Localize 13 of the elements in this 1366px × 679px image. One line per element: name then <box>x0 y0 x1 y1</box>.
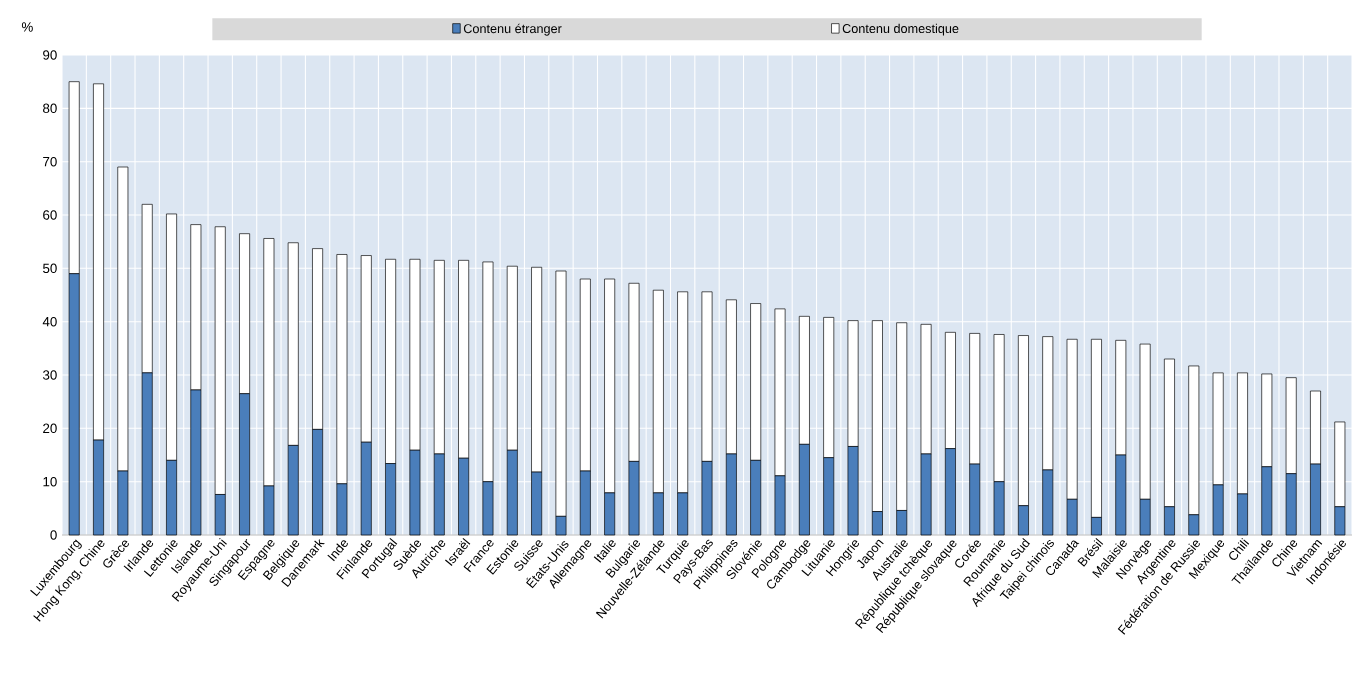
y-tick-label: 0 <box>50 530 57 540</box>
y-tick-label: 10 <box>43 476 57 487</box>
y-tick-label: 60 <box>43 210 57 220</box>
legend-label: Contenu domestique <box>842 23 959 36</box>
legend-label: Contenu étranger <box>463 23 562 36</box>
y-tick-label: 50 <box>43 263 57 274</box>
y-axis-title: % <box>21 22 33 32</box>
y-tick-label: 30 <box>42 370 57 380</box>
y-tick-label: 40 <box>42 316 57 327</box>
y-tick-label: 70 <box>43 156 57 167</box>
y-tick-label: 20 <box>43 423 57 434</box>
y-tick-label: 80 <box>43 103 57 114</box>
y-tick-label: 90 <box>43 50 57 60</box>
